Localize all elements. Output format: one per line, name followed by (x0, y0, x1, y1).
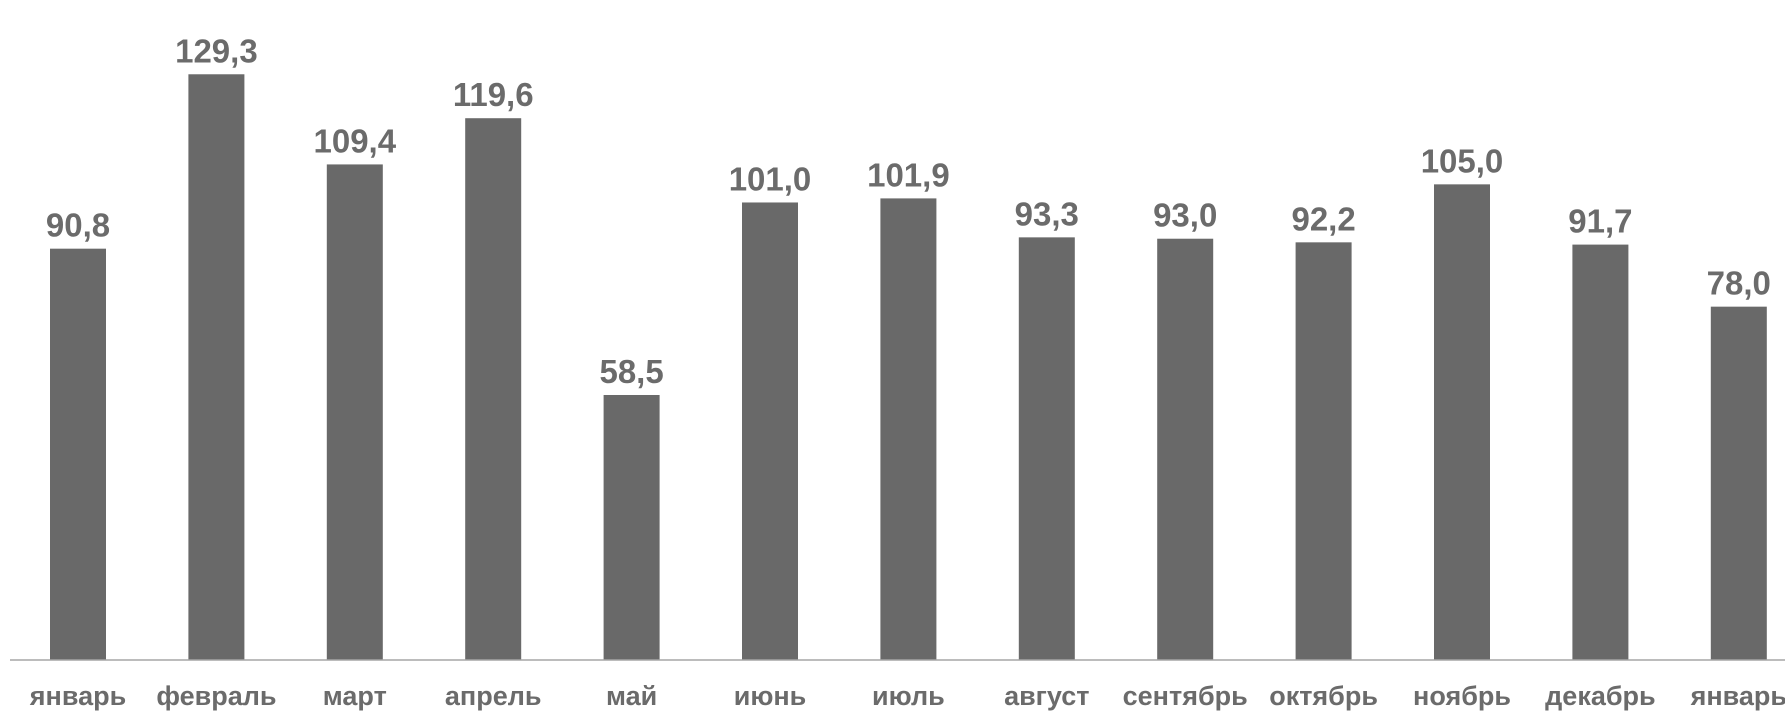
category-label: октябрь (1269, 681, 1378, 711)
value-labels-group: 90,8 129,3 109,4 119,6 58,5 101,0 101,9 93,3 93,… (46, 32, 1771, 390)
bar (1295, 242, 1352, 661)
category-labels-group: январь февраль март апрель май июнь июль август… (29, 681, 1785, 711)
bar (465, 118, 522, 661)
bar-value-label: 90,8 (46, 207, 110, 244)
category-label: август (1004, 681, 1089, 711)
category-label: июль (872, 681, 945, 711)
category-label: июнь (734, 681, 807, 711)
bar (880, 198, 937, 660)
category-label: ноябрь (1413, 681, 1511, 711)
bar-value-label: 92,2 (1291, 200, 1355, 237)
category-label: декабрь (1545, 681, 1655, 711)
bar (188, 74, 245, 660)
bar (603, 394, 660, 660)
bar (1018, 237, 1075, 660)
bar-value-label: 129,3 (175, 32, 258, 69)
category-label: сентябрь (1123, 681, 1248, 711)
bar (326, 164, 383, 660)
bar (1710, 306, 1767, 660)
bar (742, 202, 798, 660)
bar-value-label: 93,3 (1015, 195, 1079, 232)
bars-group (50, 74, 1767, 661)
bar-value-label: 105,0 (1421, 142, 1504, 179)
bar-value-label: 119,6 (453, 76, 534, 113)
category-label: май (606, 681, 657, 711)
bar (1572, 244, 1629, 660)
bar-value-label: 109,4 (314, 122, 397, 159)
category-label: март (323, 681, 387, 711)
bar-value-label: 101,9 (867, 156, 950, 193)
category-label: январь (1690, 681, 1785, 711)
category-label: апрель (445, 681, 542, 711)
bar (1434, 184, 1490, 660)
category-label: февраль (156, 681, 276, 711)
bar (1157, 238, 1214, 660)
bar-value-label: 78,0 (1707, 265, 1771, 302)
bar (50, 248, 106, 660)
bar-value-label: 58,5 (599, 353, 663, 390)
category-label: январь (29, 681, 126, 711)
bar-value-label: 93,0 (1153, 197, 1217, 234)
bar-value-label: 91,7 (1568, 203, 1632, 240)
bar-value-label: 101,0 (729, 160, 812, 197)
